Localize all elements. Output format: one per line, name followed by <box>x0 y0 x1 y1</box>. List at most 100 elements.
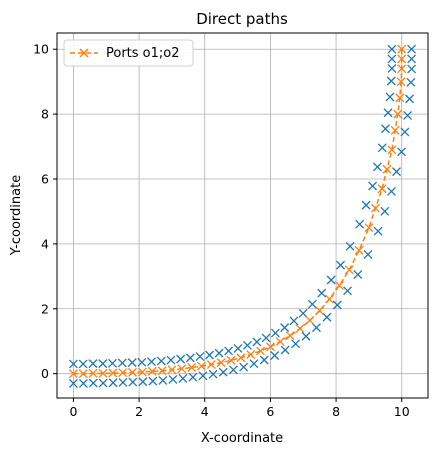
series-point <box>137 367 147 377</box>
boundary-marker <box>336 260 346 270</box>
series-point <box>364 223 374 233</box>
series-point <box>275 337 285 347</box>
boundary-marker <box>168 374 178 384</box>
y-tick-label: 10 <box>33 42 49 57</box>
legend-label: Ports o1;o2 <box>106 46 180 61</box>
series-point <box>371 203 380 213</box>
series-point <box>387 145 397 155</box>
boundary-marker <box>88 378 98 388</box>
series-point <box>78 369 88 379</box>
boundary-marker <box>345 241 355 251</box>
series-point <box>396 77 406 87</box>
series-point <box>382 164 392 174</box>
boundary-marker <box>195 352 205 362</box>
series-point <box>354 245 364 255</box>
boundary-marker <box>228 365 238 375</box>
series-point <box>265 342 275 352</box>
series-point <box>236 353 246 363</box>
boundary-marker <box>380 124 390 134</box>
x-tick-label: 4 <box>201 404 209 419</box>
series-point <box>108 368 118 378</box>
series-point <box>128 367 137 377</box>
legend-box <box>63 39 194 67</box>
x-axis-label: X-coordinate <box>201 431 283 446</box>
series-point <box>187 363 197 372</box>
x-tick-label: 0 <box>69 404 77 419</box>
boundary-marker <box>78 359 88 369</box>
boundary-markers <box>68 44 417 388</box>
boundary-marker <box>387 63 397 73</box>
series-point <box>393 109 403 119</box>
boundary-marker <box>239 362 249 372</box>
boundary-marker <box>407 64 417 74</box>
boundary-marker <box>343 286 353 296</box>
x-tick-label: 2 <box>135 404 143 419</box>
boundary-marker <box>259 355 269 365</box>
boundary-marker <box>270 328 280 338</box>
y-tick-label: 8 <box>41 107 49 122</box>
boundary-marker <box>218 367 228 377</box>
series-point <box>197 361 206 371</box>
boundary-marker <box>387 186 396 196</box>
series-point <box>334 280 344 290</box>
chart-title: Direct paths <box>196 10 288 28</box>
boundary-marker <box>224 346 234 356</box>
boundary-marker <box>128 377 138 387</box>
boundary-marker <box>298 308 308 318</box>
boundary-marker <box>148 376 158 386</box>
boundary-marker <box>88 359 98 369</box>
boundary-marker <box>317 288 327 298</box>
boundary-marker <box>377 143 387 153</box>
series-point <box>390 125 400 135</box>
series-point <box>118 368 128 378</box>
boundary-marker <box>138 377 148 387</box>
boundary-marker <box>400 127 410 137</box>
series-point <box>377 184 387 194</box>
boundary-marker <box>127 358 137 368</box>
boundary-marker <box>176 354 186 364</box>
x-axis-ticks: 0 2 4 6 8 10 <box>69 398 410 419</box>
series-line <box>73 49 403 375</box>
path-series <box>68 44 407 379</box>
x-tick-label: 6 <box>266 404 274 419</box>
y-tick-label: 2 <box>41 301 49 316</box>
boundary-marker <box>363 249 373 259</box>
series-point <box>315 306 325 316</box>
legend-marker-icon <box>79 48 89 58</box>
boundary-marker <box>98 378 108 388</box>
boundary-marker <box>405 94 415 104</box>
boundary-marker <box>166 355 176 365</box>
boundary-marker <box>249 359 259 369</box>
boundary-marker <box>406 77 416 87</box>
boundary-marker <box>147 357 157 367</box>
boundary-marker <box>198 371 208 381</box>
series-point <box>395 93 405 103</box>
boundary-marker <box>403 111 413 120</box>
boundary-marker <box>407 44 417 54</box>
boundary-marker <box>261 333 271 343</box>
series-point <box>98 368 108 378</box>
series-point <box>397 44 407 54</box>
boundary-marker <box>158 375 168 385</box>
plot-frame <box>56 32 429 399</box>
boundary-marker <box>353 270 363 280</box>
series-point <box>295 324 305 334</box>
boundary-marker <box>185 353 195 363</box>
boundary-marker <box>280 345 290 355</box>
boundary-marker <box>332 300 342 310</box>
boundary-marker <box>68 378 78 388</box>
boundary-marker <box>386 76 396 86</box>
boundary-marker <box>252 337 262 347</box>
boundary-marker <box>407 54 417 64</box>
x-tick-label: 8 <box>332 404 340 419</box>
series-point <box>88 368 98 378</box>
x-tick-label: 10 <box>394 404 410 419</box>
y-axis-label: Y-coordinate <box>9 175 24 256</box>
boundary-marker <box>188 372 198 382</box>
boundary-marker <box>117 358 127 368</box>
boundary-marker <box>361 200 371 210</box>
series-point <box>344 265 354 275</box>
y-tick-label: 6 <box>41 172 49 187</box>
boundary-marker <box>108 378 118 388</box>
